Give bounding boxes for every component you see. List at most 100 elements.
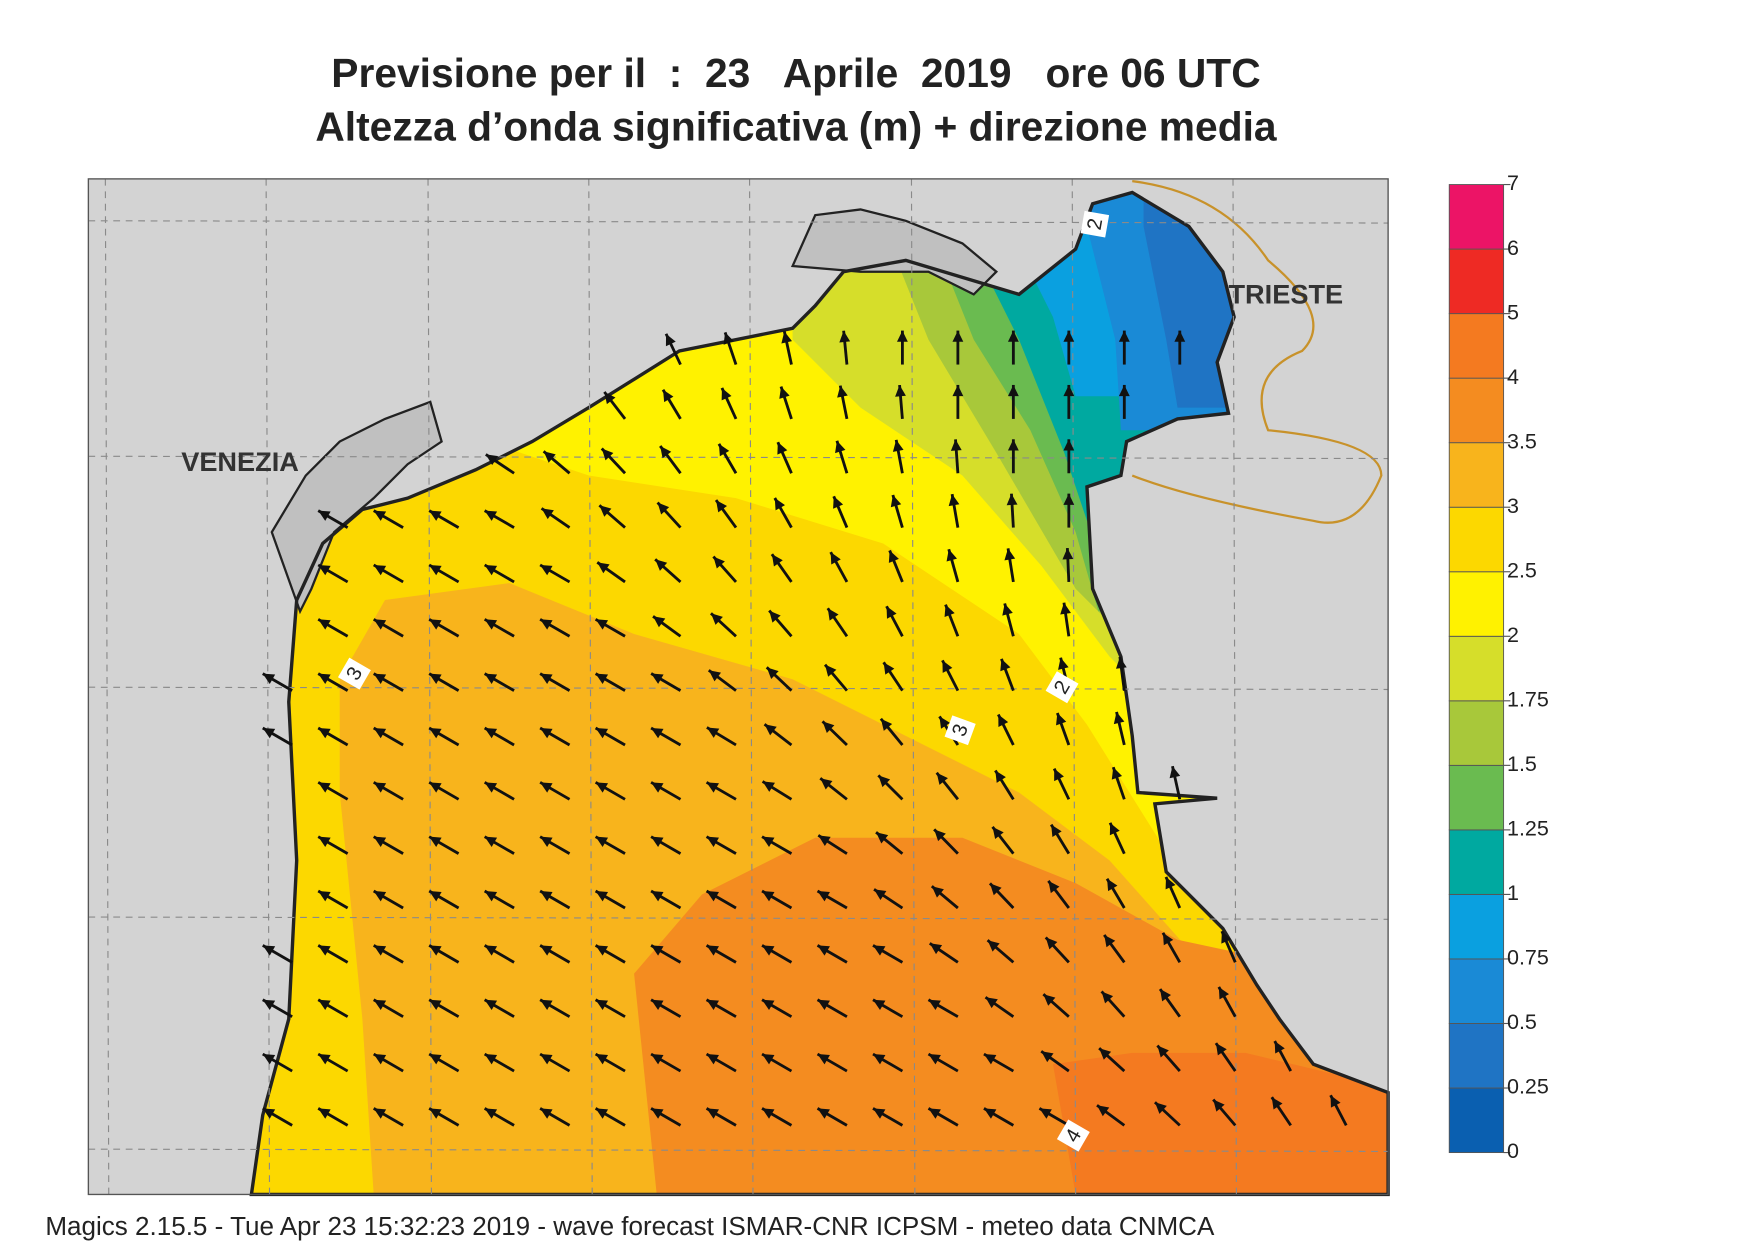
arrow [872,1107,904,1127]
arrow-head [874,889,887,901]
arrow [1105,878,1126,909]
arrow-head [604,391,616,405]
arrow [539,781,571,801]
arrow-head [779,386,790,399]
arrow [539,563,571,584]
arrow [1056,712,1071,746]
arrow-head [595,619,609,630]
arrow [428,944,460,964]
arrow [483,998,515,1018]
arrow-head [484,564,498,576]
arrow [872,998,904,1018]
arrow-head [890,494,902,508]
colorbar-band [1448,506,1505,573]
arrow [372,889,404,910]
arrow [1044,936,1070,964]
colorbar-band [1448,1023,1505,1089]
arrow-head [948,494,960,507]
colorbar-tick-label: 4 [1507,365,1519,389]
arrow-head [1330,1095,1341,1108]
arrow [372,509,404,529]
arrow [705,1107,737,1127]
arrow-head [484,510,498,521]
arrow [1113,711,1126,746]
arrow-head [928,1054,941,1065]
arrow [927,1107,959,1127]
arrow-head [651,1054,664,1065]
arrow [485,453,515,475]
arrow-head [1218,986,1229,1000]
arrow-head [774,498,786,511]
arrow [539,1052,571,1073]
arrow-head [373,999,387,1011]
arrow-head [872,1108,886,1119]
arrow [1103,934,1126,964]
arrow-head [318,564,331,576]
arrow [773,497,793,529]
arrow-head [1096,1105,1110,1117]
arrow [594,781,626,801]
arrow [819,777,848,801]
arrow-head [595,891,609,902]
arrow [1115,656,1127,691]
arrow [650,672,682,692]
arrow [483,509,515,529]
arrow-head [1165,876,1176,890]
arrow-head [837,385,848,398]
arrow-head [318,891,331,902]
arrow-head [771,554,783,567]
grid-line [88,455,1389,460]
arrow [372,563,404,584]
colorbar-band [1448,958,1505,1024]
arrow-head [599,505,612,517]
arrow [650,1052,682,1073]
arrow [1007,384,1019,419]
arrow [262,1052,293,1073]
arrow [262,998,293,1018]
arrow-head [872,945,886,956]
colorbar-band [1448,829,1505,895]
arrow [781,331,793,365]
arrow-head [713,556,725,569]
colorbar-tick-label: 0 [1507,1139,1519,1163]
colorbar-band [1448,313,1505,379]
arrow [984,996,1015,1018]
arrow-head [716,500,728,513]
arrow-head [484,891,498,902]
arrow [1153,1101,1181,1127]
arrow [763,723,793,747]
arrow [594,998,626,1018]
arrow-head [651,836,664,847]
arrow-head [946,549,958,562]
arrow [650,998,682,1018]
arrow [1006,493,1018,528]
arrow [1063,330,1075,365]
arrow [542,450,571,475]
arrow [372,998,404,1018]
arrow [428,726,460,747]
arrow [594,889,626,910]
arrow-head [318,999,331,1011]
arrow [428,672,460,692]
arrow-head [1000,658,1011,672]
arrow [895,384,906,420]
arrow [1040,1050,1070,1073]
arrow-head [1063,384,1075,397]
arrow [317,889,349,910]
arrow [483,944,515,964]
arrow-head [1154,1102,1167,1114]
arrow-head [318,1108,331,1119]
arrow [710,612,737,638]
arrow [428,563,460,584]
arrow [761,1052,793,1073]
arrow [816,889,848,910]
arrow [826,607,849,638]
arrow [317,672,349,692]
arrow [877,774,904,801]
colorbar-tick-label: 1 [1507,881,1519,905]
contour-label-box [1045,671,1079,704]
arrow [539,998,571,1018]
arrow-head [827,608,839,621]
arrow-head [950,439,962,451]
arrow [1174,330,1186,365]
